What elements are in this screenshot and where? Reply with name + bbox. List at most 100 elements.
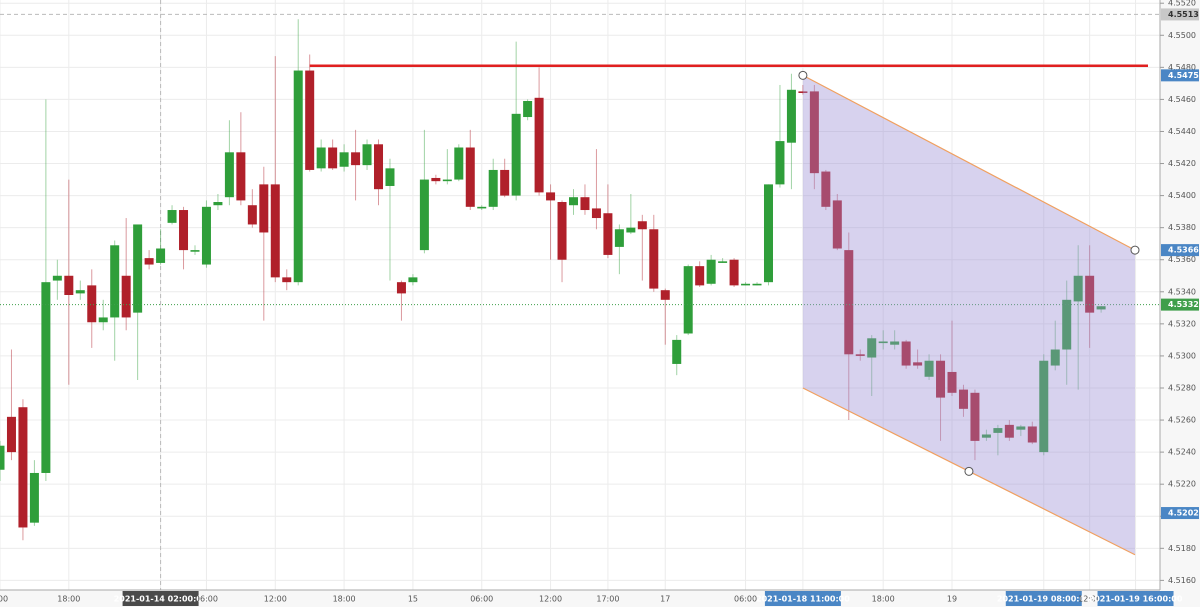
candle-body bbox=[580, 197, 590, 211]
candle-body bbox=[87, 285, 97, 323]
candle-body bbox=[305, 70, 315, 170]
candle-body bbox=[867, 338, 877, 358]
price-marker-label: 4.5332 bbox=[1168, 300, 1199, 309]
candle-body bbox=[832, 200, 842, 249]
x-tick-label: 06:00 bbox=[734, 595, 757, 604]
candle-body bbox=[981, 434, 991, 438]
candle-body bbox=[786, 89, 796, 143]
y-tick-label: 4.5240 bbox=[1168, 448, 1196, 457]
candle-body bbox=[603, 213, 613, 255]
candle-body bbox=[958, 389, 968, 409]
y-tick-label: 4.5400 bbox=[1168, 191, 1196, 200]
candle-body bbox=[362, 144, 372, 166]
candle-body bbox=[213, 202, 223, 206]
time-axis bbox=[0, 590, 1160, 607]
x-tick-label: 18:00 bbox=[872, 595, 895, 604]
x-tick-label: 2021-01-19 16:00:00 bbox=[1089, 595, 1183, 604]
candle-body bbox=[763, 184, 773, 283]
candle-body bbox=[1062, 299, 1072, 350]
y-tick-label: 4.5320 bbox=[1168, 319, 1196, 328]
candle-body bbox=[316, 147, 326, 169]
candle-body bbox=[419, 179, 429, 251]
price-marker-label: 4.5366 bbox=[1168, 246, 1199, 255]
candle-body bbox=[729, 259, 739, 286]
price-marker-label: 4.5475 bbox=[1168, 71, 1199, 80]
candle-body bbox=[408, 277, 418, 283]
candle-body bbox=[947, 371, 957, 393]
candle-body bbox=[500, 169, 510, 196]
x-tick-label: 12:00 bbox=[539, 595, 562, 604]
candle-body bbox=[993, 428, 1003, 433]
candle-body bbox=[396, 282, 406, 294]
x-tick-label: 2021-01-14 02:00:00 bbox=[114, 595, 208, 604]
candle-body bbox=[98, 317, 108, 323]
price-marker-bg bbox=[1161, 8, 1199, 21]
candle-body bbox=[385, 168, 395, 186]
y-tick-label: 4.5440 bbox=[1168, 127, 1196, 136]
candle-body bbox=[6, 416, 16, 453]
candle-body bbox=[855, 354, 865, 356]
price-marker-bg bbox=[1161, 298, 1199, 311]
candle-body bbox=[936, 360, 946, 398]
candle-body bbox=[1004, 424, 1014, 438]
candle-body bbox=[614, 229, 624, 247]
candle-body bbox=[351, 152, 361, 166]
candle-body bbox=[201, 206, 211, 265]
x-tick-label: 17:00 bbox=[596, 595, 619, 604]
candle-body bbox=[913, 362, 923, 366]
candle-body bbox=[798, 91, 808, 93]
candle-body bbox=[821, 171, 831, 207]
candle-body bbox=[649, 229, 659, 289]
candle-body bbox=[775, 141, 785, 185]
candle-body bbox=[156, 248, 166, 263]
price-marker-bg bbox=[1161, 507, 1199, 520]
candle-body bbox=[431, 177, 441, 182]
candle-body bbox=[741, 283, 751, 286]
y-tick-label: 4.5500 bbox=[1168, 31, 1196, 40]
candle-body bbox=[672, 339, 682, 364]
candle-body bbox=[41, 282, 51, 473]
candle-body bbox=[133, 224, 143, 313]
candle-body bbox=[626, 227, 636, 233]
candle-body bbox=[52, 275, 62, 281]
candle-body bbox=[569, 197, 578, 206]
x-tick-label: 18:00 bbox=[57, 595, 80, 604]
y-tick-label: 4.5460 bbox=[1168, 95, 1196, 104]
x-tick-label: 19 bbox=[947, 595, 957, 604]
y-tick-label: 4.5300 bbox=[1168, 351, 1196, 360]
candle-body bbox=[1085, 275, 1095, 313]
candle-body bbox=[591, 208, 601, 219]
x-tick-label: 2021-01-19 08:00:00 bbox=[997, 595, 1091, 604]
candle-body bbox=[247, 205, 257, 225]
candle-body bbox=[637, 221, 647, 230]
candle-body bbox=[29, 472, 39, 523]
x-tick-label: 12:00 bbox=[264, 595, 287, 604]
candle-body bbox=[695, 266, 705, 286]
channel-handle bbox=[798, 70, 808, 80]
x-tick-label: 12:00 bbox=[1078, 595, 1101, 604]
y-tick-label: 4.5260 bbox=[1168, 416, 1196, 425]
candle-body bbox=[339, 152, 349, 167]
candle-body bbox=[706, 259, 716, 284]
candle-body bbox=[878, 341, 888, 344]
price-marker-bg bbox=[1161, 69, 1199, 82]
candle-body bbox=[75, 290, 85, 294]
candle-body bbox=[1096, 306, 1106, 310]
y-tick-label: 4.5340 bbox=[1168, 287, 1196, 296]
candle-body bbox=[224, 152, 234, 198]
candle-body bbox=[259, 184, 269, 233]
candle-body bbox=[144, 258, 154, 265]
candle-body bbox=[660, 290, 670, 300]
y-tick-label: 4.5520 bbox=[1168, 0, 1196, 8]
candle-body bbox=[18, 407, 28, 528]
candle-body bbox=[282, 277, 292, 283]
time-label-bg bbox=[764, 591, 841, 606]
candle-body bbox=[718, 261, 728, 263]
y-tick-label: 4.5180 bbox=[1168, 544, 1196, 553]
candle-body bbox=[488, 169, 498, 207]
candle-body bbox=[546, 192, 556, 201]
candle-body bbox=[557, 202, 567, 260]
